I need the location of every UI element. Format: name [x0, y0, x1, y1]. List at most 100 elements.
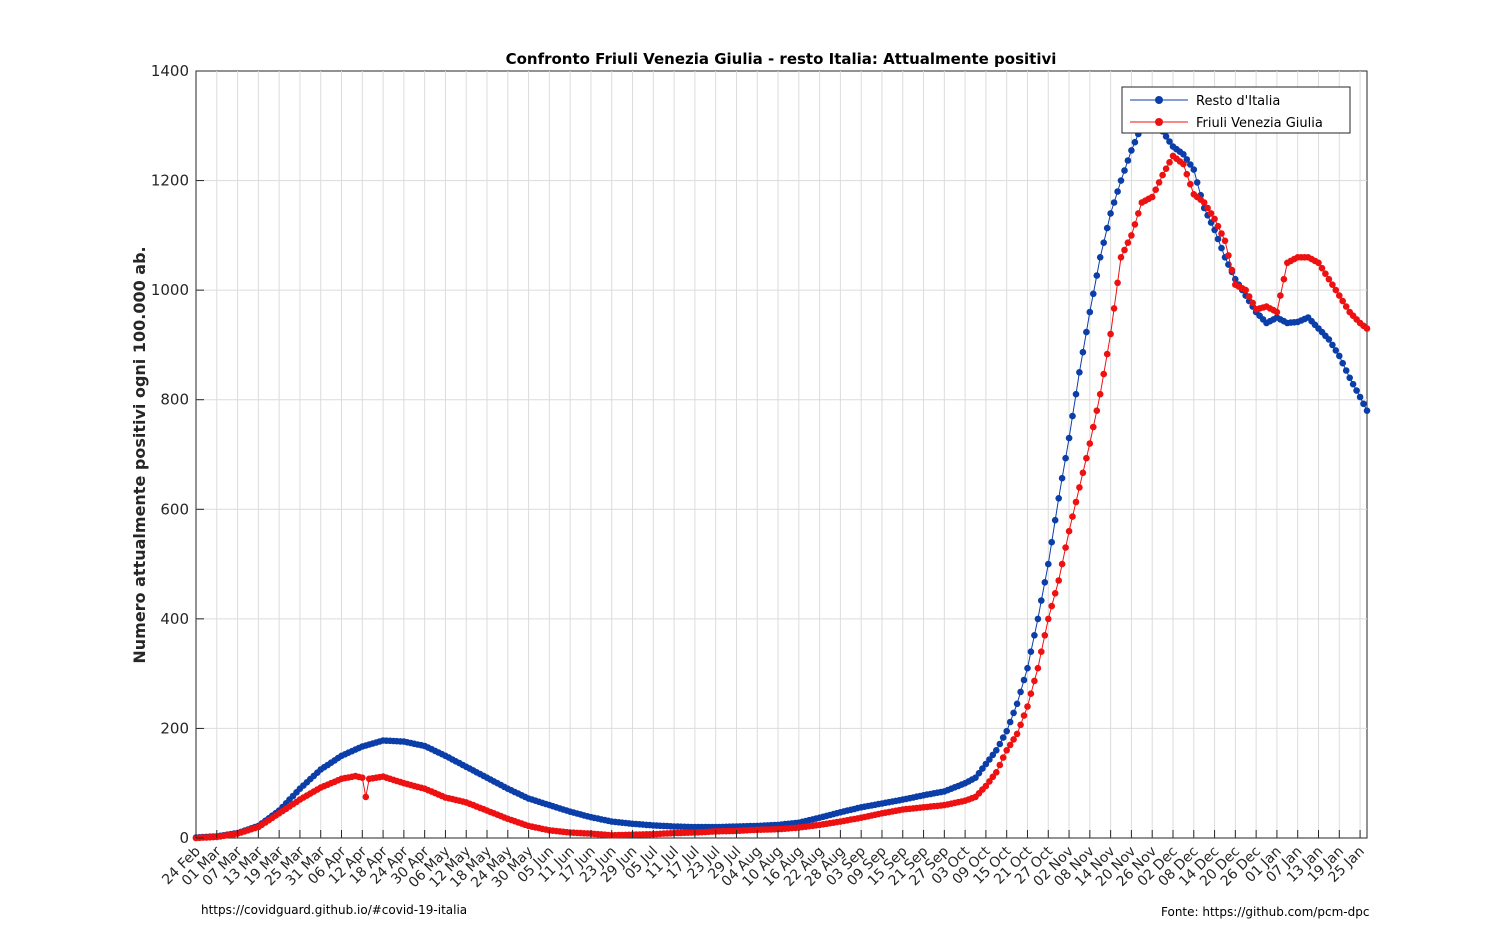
data-point	[359, 774, 366, 781]
data-point	[1273, 308, 1281, 316]
data-point	[1017, 721, 1024, 729]
data-point	[1218, 230, 1225, 237]
data-point	[1107, 210, 1114, 217]
data-point	[1180, 151, 1187, 158]
data-point	[1114, 279, 1121, 287]
data-point	[362, 793, 370, 801]
data-point	[1013, 700, 1021, 708]
legend-dot-friuli	[1155, 118, 1163, 126]
data-point	[1135, 210, 1142, 217]
data-point	[1031, 677, 1038, 685]
data-point	[1218, 244, 1225, 252]
data-point	[1096, 253, 1104, 261]
data-point	[1045, 615, 1052, 623]
y-tick-label: 800	[160, 391, 189, 409]
data-point	[993, 747, 1000, 754]
data-point	[1065, 434, 1073, 442]
data-point	[1069, 513, 1076, 520]
data-point	[1051, 590, 1059, 597]
data-point	[1103, 224, 1111, 232]
y-axis-label: Numero attualmente positivi ogni 100.000…	[130, 246, 149, 663]
data-point	[1003, 747, 1010, 754]
data-point	[1017, 688, 1024, 696]
data-point	[1086, 440, 1094, 447]
data-point	[989, 773, 997, 781]
data-point	[1024, 703, 1031, 710]
data-point	[1072, 390, 1080, 398]
data-point	[1020, 712, 1028, 719]
series-group	[192, 117, 1371, 842]
data-point	[1339, 359, 1346, 367]
data-point	[1006, 741, 1014, 749]
data-point	[1204, 204, 1211, 212]
data-point	[1131, 221, 1139, 228]
data-point	[1065, 527, 1073, 535]
data-point	[1242, 286, 1249, 294]
data-point	[1055, 495, 1062, 502]
data-point	[1356, 393, 1364, 401]
data-point	[1103, 350, 1111, 358]
data-point	[1083, 454, 1090, 462]
data-point	[1353, 387, 1360, 394]
data-point	[1058, 560, 1066, 568]
y-axis: 0 200 400 600 800 1000 1200 1400	[151, 62, 204, 847]
data-point	[1200, 199, 1208, 206]
data-point	[1336, 352, 1343, 360]
grid	[196, 71, 1367, 838]
data-point	[1079, 348, 1087, 356]
data-point	[1038, 597, 1045, 604]
data-point	[1131, 138, 1139, 146]
data-point	[1193, 179, 1201, 186]
data-point	[986, 756, 993, 763]
data-point	[1100, 239, 1107, 246]
legend: Resto d'Italia Friuli Venezia Giulia	[1121, 86, 1351, 134]
data-point	[1277, 292, 1284, 299]
data-point	[1069, 412, 1076, 420]
data-point	[1124, 157, 1132, 164]
y-tick-label: 1000	[151, 281, 189, 299]
data-point	[1332, 286, 1340, 294]
y-tick-label: 400	[160, 610, 189, 628]
data-point	[1020, 676, 1028, 684]
data-point	[1329, 281, 1336, 289]
data-point	[1166, 159, 1173, 166]
data-point	[1342, 367, 1350, 374]
data-point	[1363, 325, 1371, 332]
data-point	[1339, 297, 1346, 305]
data-point	[1360, 400, 1367, 408]
data-point	[1093, 272, 1101, 279]
data-point	[1121, 246, 1128, 254]
data-point	[1034, 615, 1042, 623]
data-point	[1038, 648, 1045, 655]
data-point	[1121, 167, 1128, 174]
data-point	[1041, 579, 1049, 586]
data-point	[1155, 179, 1163, 186]
data-point	[996, 740, 1004, 748]
data-point	[1325, 336, 1333, 343]
data-point	[979, 765, 986, 772]
data-point	[1363, 407, 1371, 415]
data-point	[1183, 170, 1191, 178]
data-point	[1027, 648, 1035, 655]
y-tick-label: 1200	[151, 172, 189, 190]
data-point	[1034, 664, 1042, 672]
data-point	[1332, 347, 1340, 354]
data-point	[1214, 222, 1222, 230]
data-point	[1187, 180, 1194, 188]
series-friuli	[192, 152, 1371, 842]
data-point	[982, 760, 990, 768]
data-point	[1024, 664, 1031, 672]
data-point	[1010, 736, 1017, 743]
data-point	[1166, 138, 1173, 145]
data-point	[1336, 292, 1343, 299]
data-point	[1003, 727, 1010, 735]
data-point	[1027, 690, 1035, 697]
data-point	[1228, 266, 1236, 274]
data-point	[1159, 171, 1166, 179]
data-point	[1079, 469, 1087, 477]
data-point	[1031, 632, 1038, 639]
data-point	[1329, 341, 1336, 349]
data-point	[1058, 474, 1066, 482]
data-point	[1211, 215, 1218, 223]
